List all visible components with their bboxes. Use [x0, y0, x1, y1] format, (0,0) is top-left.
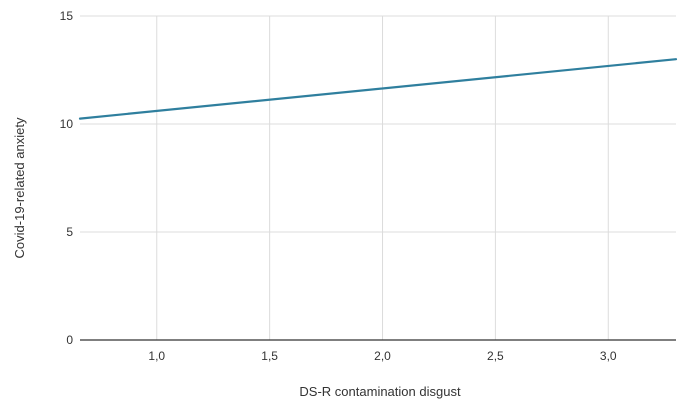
x-tick-label: 1,0 [148, 349, 165, 363]
x-tick-label: 2,5 [487, 349, 504, 363]
tick-labels: 0 5 10 15 1,0 1,5 2,0 2,5 3,0 [60, 9, 617, 363]
y-tick-label: 10 [60, 117, 74, 131]
gridlines [80, 15, 676, 340]
x-tick-label: 3,0 [600, 349, 617, 363]
y-tick-label: 5 [66, 225, 73, 239]
x-tick-label: 1,5 [261, 349, 278, 363]
series-layer [78, 58, 678, 120]
y-tick-label: 15 [60, 9, 74, 23]
x-tick-label: 2,0 [374, 349, 391, 363]
x-axis-label: DS-R contamination disgust [299, 384, 461, 399]
y-tick-label: 0 [66, 333, 73, 347]
series-line [78, 58, 678, 120]
y-axis-label: Covid-19-related anxiety [12, 117, 27, 258]
